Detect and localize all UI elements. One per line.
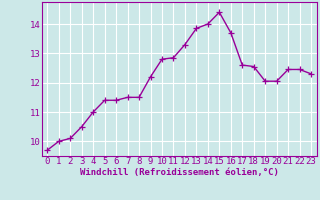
- X-axis label: Windchill (Refroidissement éolien,°C): Windchill (Refroidissement éolien,°C): [80, 168, 279, 177]
